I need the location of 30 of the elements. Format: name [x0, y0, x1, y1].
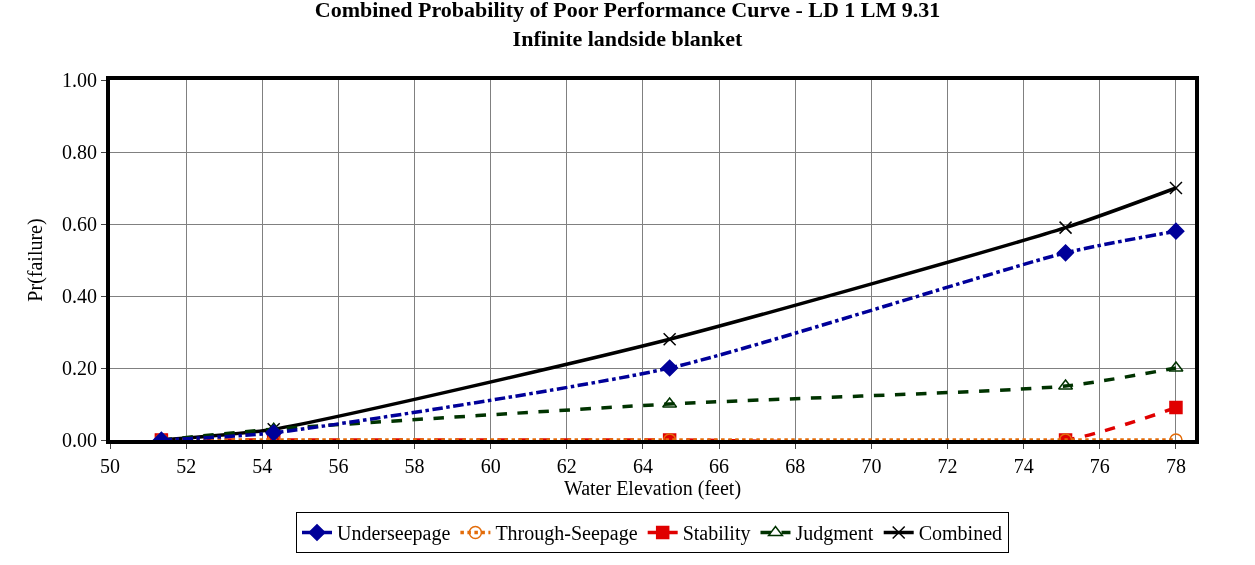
y-tick-label: 0.60 [62, 213, 97, 235]
x-tick-label: 68 [785, 455, 806, 477]
y-tick-label: 0.80 [62, 141, 97, 163]
x-tick-label: 76 [1089, 455, 1110, 477]
x-tick-label: 70 [861, 455, 882, 477]
y-axis-title: Pr(failure) [24, 218, 47, 302]
y-tick-label: 0.00 [62, 429, 97, 451]
x-tick-label: 78 [1165, 455, 1186, 477]
x-tick-label: 64 [632, 455, 653, 477]
x-tick-label: 72 [937, 455, 958, 477]
legend-label: Through-Seepage [495, 522, 638, 546]
x-tick-label: 60 [480, 455, 501, 477]
legend-label: Judgment [795, 522, 874, 546]
x-tick-label: 56 [328, 455, 349, 477]
x-tick-label: 50 [100, 455, 120, 477]
legend-label: Combined [918, 522, 1003, 545]
chart-title: Combined Probability of Poor Performance Curve - LD 1 LM 9.31 [314, 0, 941, 22]
y-tick-label: 0.40 [62, 285, 97, 307]
x-tick-label: 74 [1013, 455, 1034, 477]
legend-label: Stability [682, 522, 751, 546]
legend-label: Underseepage [337, 522, 451, 546]
x-tick-label: 66 [709, 455, 730, 477]
chart-subtitle: Infinite landside blanket [512, 25, 744, 51]
x-tick-label: 54 [252, 455, 273, 477]
x-tick-label: 52 [176, 455, 197, 477]
y-tick-label: 1.00 [62, 69, 97, 91]
x-tick-label: 62 [556, 455, 577, 477]
y-tick-label: 0.20 [62, 357, 97, 379]
x-tick-label: 58 [404, 455, 425, 477]
x-axis-title: Water Elevation (feet) [563, 477, 742, 500]
